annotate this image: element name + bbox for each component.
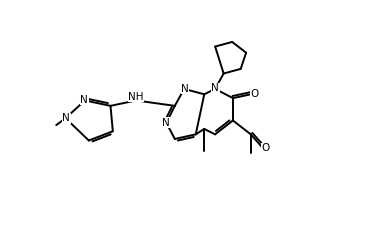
Text: N: N (181, 84, 189, 94)
Text: N: N (211, 83, 219, 93)
Text: O: O (251, 89, 259, 99)
Text: NH: NH (128, 91, 144, 102)
Text: O: O (262, 143, 270, 153)
Text: N: N (80, 95, 88, 105)
Text: N: N (162, 118, 170, 128)
Text: N: N (62, 113, 70, 123)
